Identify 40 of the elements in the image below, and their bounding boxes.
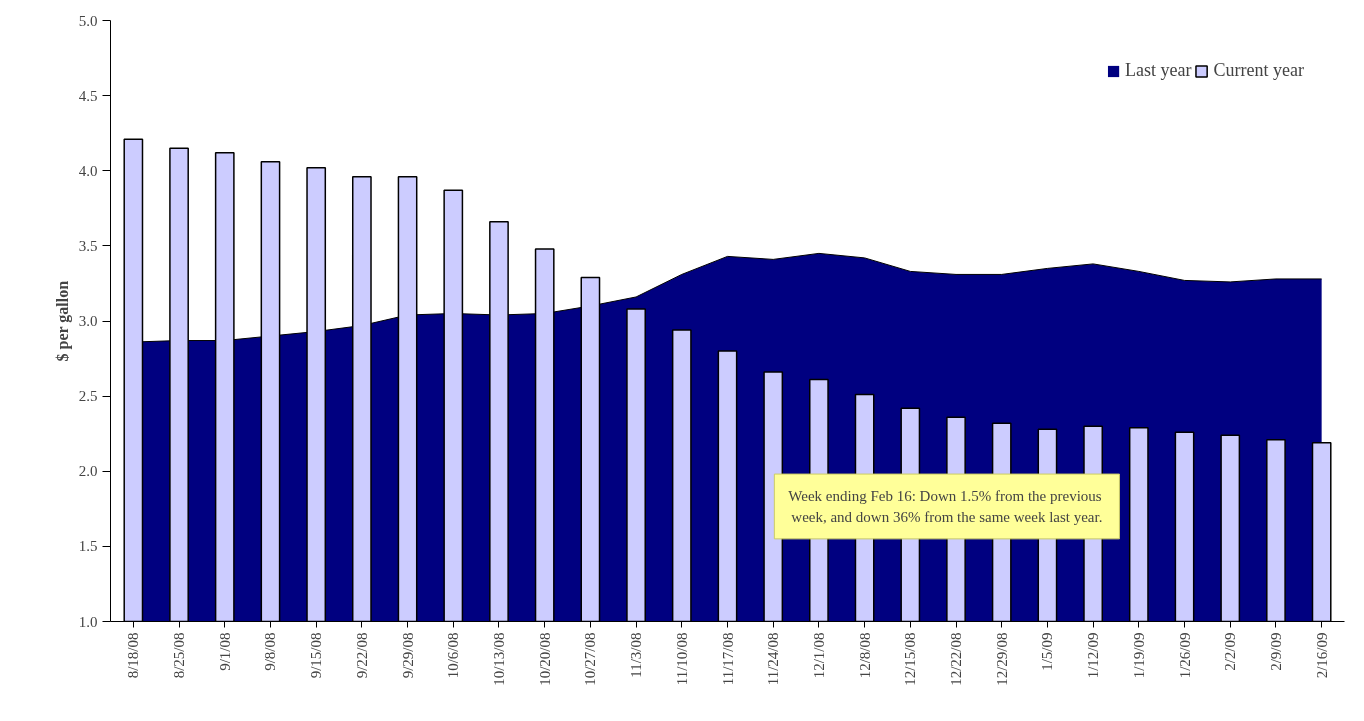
x-tick-label: 10/20/08	[536, 632, 553, 686]
y-tick-label: 4.0	[78, 162, 98, 179]
x-tick-label: 2/16/09	[1313, 632, 1330, 679]
y-tick-label: 1.0	[78, 613, 98, 630]
x-tick-label: 9/8/08	[262, 632, 279, 671]
x-tick-label: 11/3/08	[628, 632, 645, 678]
x-tick-label: 8/25/08	[171, 632, 188, 679]
x-tick-label: 12/15/08	[902, 632, 919, 686]
x-tick-label: 1/5/09	[1039, 632, 1056, 671]
x-tick-label: 10/6/08	[445, 632, 462, 679]
x-tick-label: 1/12/09	[1085, 632, 1102, 679]
x-tick-label: 9/22/08	[353, 632, 370, 679]
x-tick-label: 12/8/08	[856, 632, 873, 679]
y-tick-label: 3.0	[78, 313, 98, 329]
y-tick-label: 5.0	[78, 12, 98, 29]
x-tick-label: 9/29/08	[399, 632, 416, 679]
x-tick-label: 2/9/09	[1267, 632, 1284, 671]
x-tick-label: 8/18/08	[125, 632, 142, 679]
y-tick-label: 2.5	[78, 388, 98, 405]
y-tick-label: 3.5	[78, 237, 98, 254]
legend-label: Last year	[1125, 60, 1192, 81]
annotation: Week ending Feb 16: Down 1.5% from the previous week, and down 36% from the same week last year.	[788, 488, 1103, 525]
x-tick-label: 1/19/09	[1130, 632, 1147, 679]
x-tick-label: 10/13/08	[490, 632, 507, 686]
y-tick-label: 2.0	[78, 463, 98, 480]
x-tick-label: 11/24/08	[765, 632, 782, 686]
x-tick-label: 12/29/08	[993, 632, 1010, 686]
y-tick-label: 1.5	[78, 538, 98, 555]
x-tick-label: 2/2/09	[1222, 632, 1239, 671]
x-tick-label: 11/10/08	[673, 632, 690, 686]
y-axis-title: $ per gallon	[53, 280, 72, 362]
x-tick-label: 9/15/08	[308, 632, 325, 679]
x-tick-label: 9/1/08	[216, 632, 233, 671]
x-tick-label: 1/26/09	[1176, 632, 1193, 679]
x-tick-label: 11/17/08	[719, 632, 736, 686]
x-tick-label: 12/22/08	[948, 632, 965, 686]
x-tick-label: 10/27/08	[582, 632, 599, 686]
x-tick-label: 12/1/08	[810, 632, 827, 679]
legend-label: Current year	[1213, 60, 1304, 81]
y-tick-label: 4.5	[78, 87, 98, 104]
